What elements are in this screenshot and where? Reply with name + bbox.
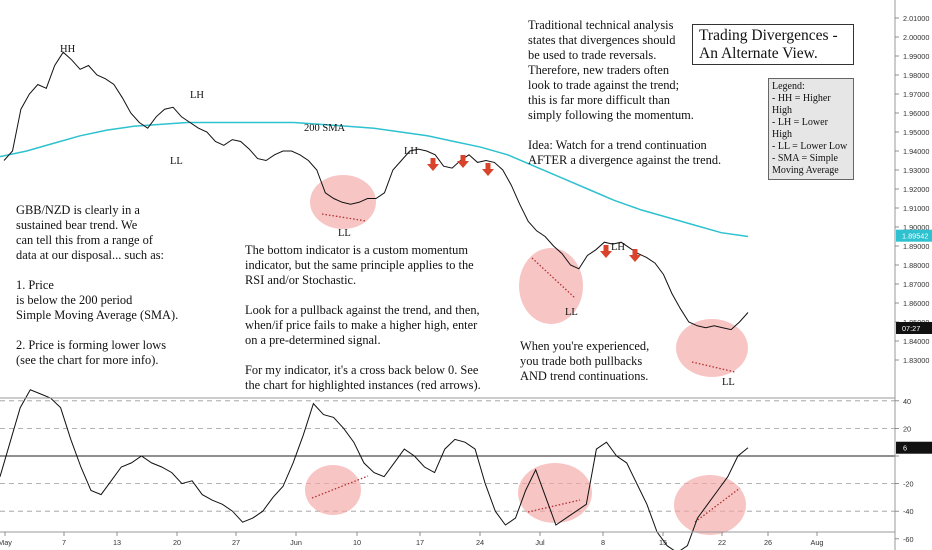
annotation-middle: The bottom indicator is a custom momentu… [245,243,481,392]
legend-title: Legend: [772,81,805,92]
chart-gridlines [0,400,895,512]
indicator-tick-label: -20 [903,480,914,489]
price-tick-label: 1.94000 [903,147,929,156]
price-tick-label: 1.83000 [903,356,929,365]
annotation-right: When you're experienced, you trade both … [520,339,650,383]
divergence-trendline [311,475,369,499]
price-tick-label: 1.93000 [903,166,929,175]
label-lh-1: LH [190,90,204,101]
indicator-tick-label: 40 [903,397,911,406]
date-tick-label: Aug [811,538,824,547]
indicator-value-label: 6 [903,444,907,453]
date-tick-label: 26 [764,538,772,547]
date-tick-label: Jul [535,538,545,547]
legend-item: - LL = Lower Low [772,141,848,152]
divergence-highlight [518,463,592,523]
current-price-label: 07:27 [902,324,920,333]
price-line [3,51,749,331]
divergence-highlight [674,475,746,535]
date-tick-label: May [0,538,12,547]
divergence-trendline [694,487,741,523]
signal-arrows [427,155,641,262]
divergence-trendline [691,361,736,373]
date-tick-label: 8 [601,538,605,547]
legend-item: - HH = Higher High [772,93,831,116]
price-tick-label: 1.86000 [903,299,929,308]
date-tick-label: 10 [353,538,361,547]
date-tick-label: Jun [290,538,302,547]
price-tick-label: 1.97000 [903,90,929,99]
price-tick-label: 1.96000 [903,109,929,118]
annotation-left: GBB/NZD is clearly in a sustained bear t… [16,203,179,367]
annotation-top: Traditional technical analysis states th… [528,18,722,167]
divergence-trendlines [311,213,741,523]
price-tick-label: 1.87000 [903,280,929,289]
indicator-value-badge [896,441,932,454]
price-tick-label: 1.84000 [903,337,929,346]
date-tick-label: 20 [173,538,181,547]
price-tick-label: 1.99000 [903,52,929,61]
date-tick-label: 7 [62,538,66,547]
price-tick-label: 2.01000 [903,14,929,23]
indicator-axis: 40 20 -20 -40 -60 6 [895,397,932,544]
price-tick-label: 1.90000 [903,223,929,232]
indicator-tick-label: -60 [903,535,914,544]
chart-title: Trading Divergences - An Alternate View. [692,24,854,65]
divergence-trendline [321,213,367,222]
price-axis: 2.01000 2.00000 1.99000 1.98000 1.97000 1.960… [895,14,932,365]
date-tick-label: 13 [113,538,121,547]
price-tick-label: 1.89000 [903,242,929,251]
label-ll-2: LL [338,228,351,239]
price-tick-label: 1.91000 [903,204,929,213]
label-ll-4: LL [722,377,735,388]
signal-arrow-icon [457,155,469,168]
date-axis: May 7 13 20 27 Jun 10 17 24 Jul 8 15 22 26 Aug [0,532,823,547]
price-tick-label: 1.92000 [903,185,929,194]
label-sma: 200 SMA [304,123,346,134]
date-tick-label: 24 [476,538,484,547]
indicator-tick-label: -40 [903,507,914,516]
current-price-badge [896,322,932,334]
chart-text-labels: HH LH LL 200 SMA LH LL LL LH LL [60,44,735,388]
price-tick-label: 1.95000 [903,128,929,137]
date-tick-label: 17 [416,538,424,547]
label-ll-1: LL [170,156,183,167]
price-tick-label: 2.00000 [903,33,929,42]
sma-200-line [0,121,749,238]
price-tick-label: 1.98000 [903,71,929,80]
legend-item: - LH = Lower High [772,117,828,140]
label-lh-3: LH [611,242,625,253]
date-tick-label: 15 [659,538,667,547]
divergence-highlight [519,248,583,324]
signal-arrow-icon [427,158,439,171]
sma-value-badge [896,229,932,242]
legend: Legend: - HH = Higher High - LH = Lower … [768,78,854,180]
label-ll-3: LL [565,307,578,318]
signal-arrow-icon [600,245,612,258]
legend-item: - SMA = Simple Moving Average [772,153,839,176]
signal-arrow-icon [482,163,494,176]
label-lh-2: LH [404,146,418,157]
sma-value-label: 1.89542 [902,232,928,241]
divergence-trendline [531,257,576,299]
date-tick-label: 22 [718,538,726,547]
date-tick-label: 27 [232,538,240,547]
label-hh: HH [60,44,76,55]
signal-arrow-icon [629,249,641,262]
price-tick-label: 1.88000 [903,261,929,270]
indicator-tick-label: 20 [903,424,911,433]
divergence-highlight [676,319,748,377]
indicator-line [0,389,749,550]
